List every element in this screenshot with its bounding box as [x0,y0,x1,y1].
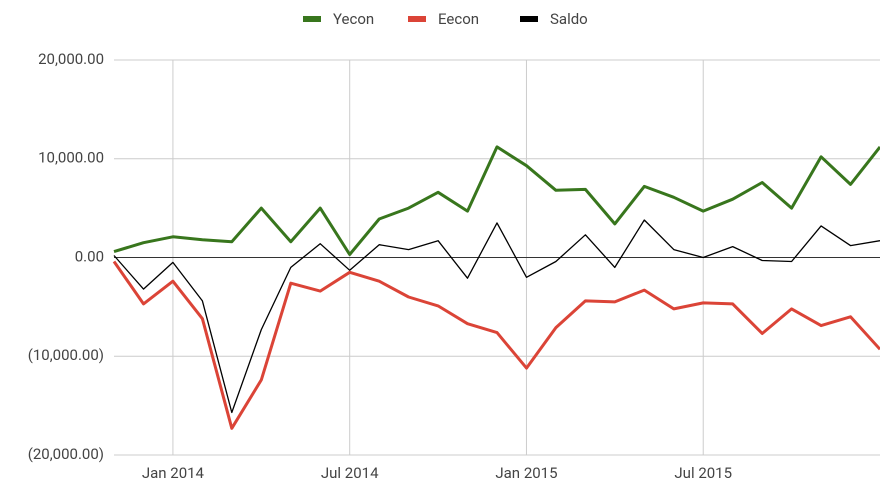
legend-swatch [520,16,538,22]
y-tick-label: (20,000.00) [28,445,104,463]
x-tick-label: Jan 2014 [142,464,205,481]
x-tick-label: Jul 2014 [321,464,379,481]
y-tick-label: 10,000.00 [38,149,104,167]
series-line [112,260,880,430]
legend-label: Saldo [550,10,588,28]
legend-swatch [408,16,426,22]
legend-label: Yecon [333,10,374,28]
y-tick-label: 20,000.00 [38,50,104,68]
y-tick-label: (10,000.00) [28,346,104,364]
x-tick-label: Jan 2015 [495,464,557,481]
y-tick-label: 0.00 [75,247,104,265]
legend-swatch [303,16,321,22]
series-line [113,219,880,414]
legend-label: Eecon [438,10,479,28]
x-tick-label: Jul 2015 [674,464,732,481]
series-line [113,145,880,256]
